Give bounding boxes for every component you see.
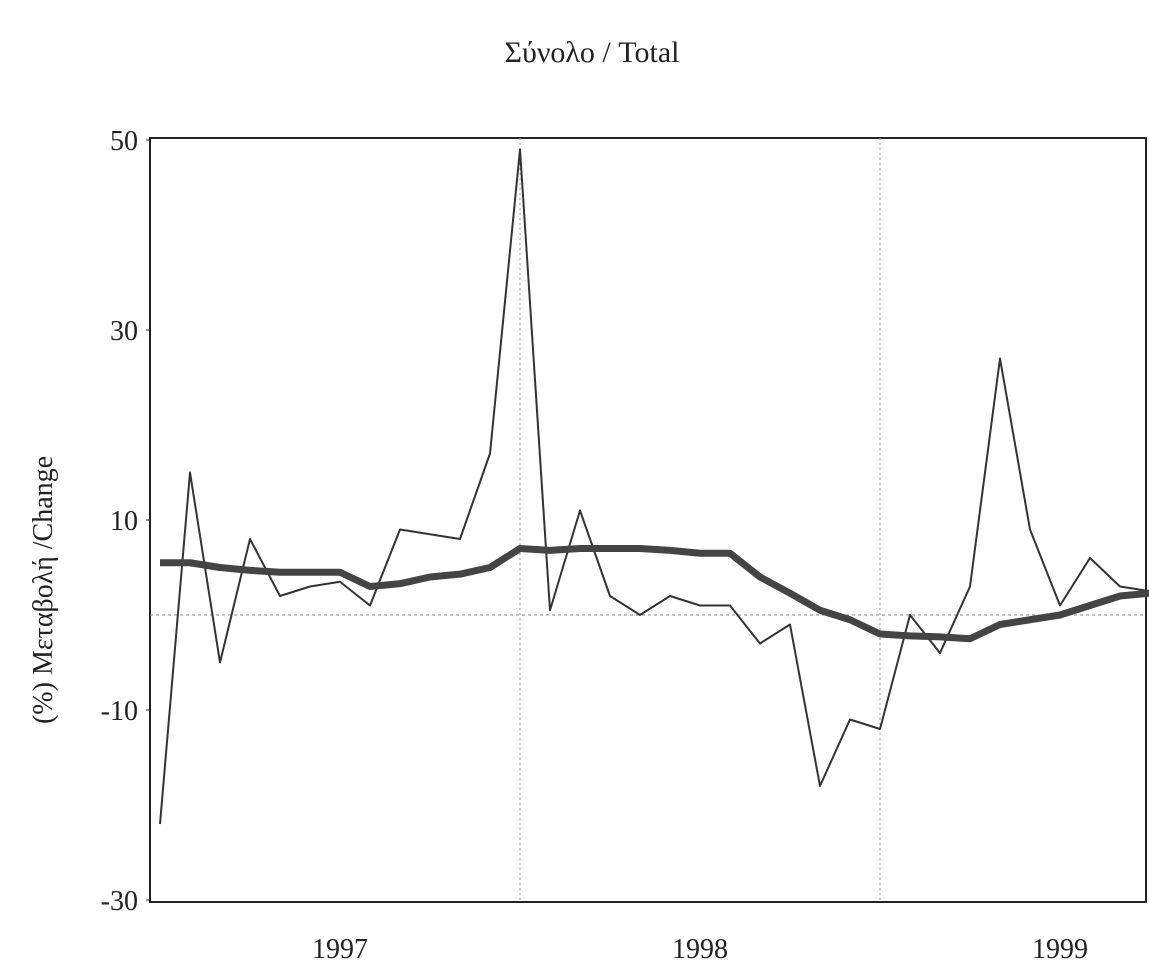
x-tick-label: 1997 [312,934,368,965]
y-tick-label: 30 [110,316,138,347]
series-line [160,545,1149,643]
y-tick-label: -10 [101,696,138,727]
y-axis-label: (%) Μεταβολή /Change [28,456,59,724]
plot-frame [149,137,1147,903]
x-tick-label: 1999 [1032,934,1088,965]
y-tick-label: 50 [110,126,138,157]
series-line [159,148,1149,825]
chart-title: Σύνολο / Total [505,36,680,69]
x-tick-label: 1998 [672,934,728,965]
y-tick-label: 10 [110,506,138,537]
y-tick-label: -30 [101,886,138,917]
